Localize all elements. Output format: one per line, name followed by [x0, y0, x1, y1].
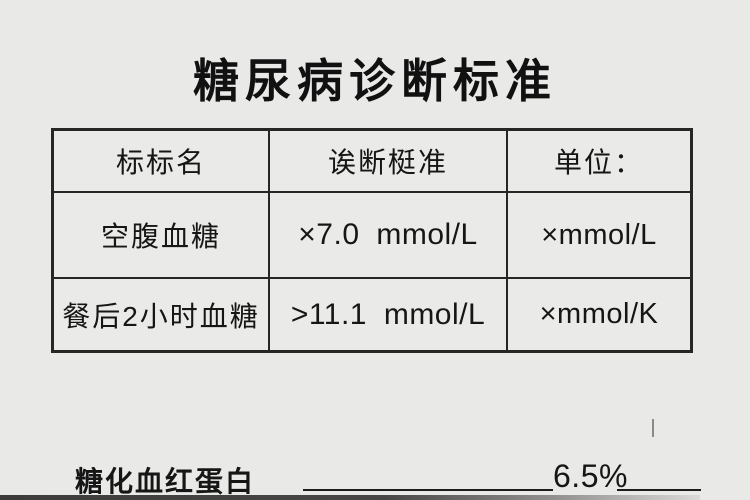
row-postprandial-glucose-value: >11.1 mmol/L: [270, 279, 508, 350]
row-fasting-glucose-value: ×7.0 mmol/L: [270, 193, 508, 279]
stray-tick-mark: [652, 419, 654, 437]
col-header-unit: 单位：: [508, 131, 690, 193]
page-title: 糖尿病诊断标准: [193, 56, 557, 107]
hba1c-label: 糖化血红蛋白: [75, 466, 256, 497]
hba1c-value: 6.5%: [553, 458, 628, 494]
diagnosis-table: 标标名 诶断梃准 单位： 空腹血糖 ×7.0 mmol/L ×mmol/L 餐后…: [51, 128, 693, 353]
bottom-edge-strip: [0, 495, 700, 500]
row-postprandial-glucose-unit: ×mmol/K: [539, 298, 659, 330]
fill-in-line-right: [617, 489, 701, 491]
col-header-indicator-name: 标标名: [54, 131, 270, 193]
fill-in-line-left: [303, 489, 553, 491]
row-fasting-glucose-name: 空腹血糖: [54, 193, 270, 279]
row-fasting-glucose-unit: ×mmol/L: [508, 193, 690, 279]
row-postprandial-glucose-name: 餐后2小时血糖: [54, 279, 270, 350]
col-header-diagnosis-standard: 诶断梃准: [270, 131, 508, 193]
